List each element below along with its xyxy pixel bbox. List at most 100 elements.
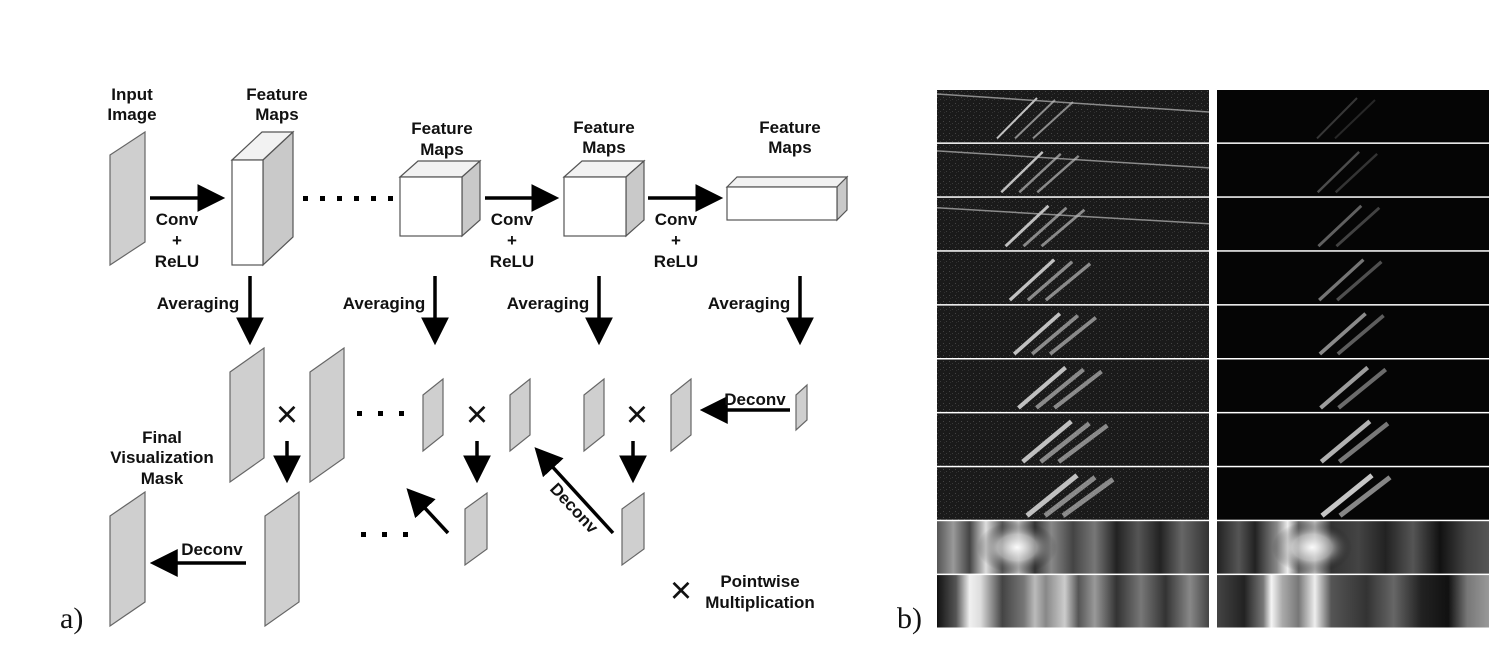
panel-b-streak	[1336, 314, 1385, 356]
panel-b-cell	[1217, 251, 1489, 305]
panel-b-streak	[1061, 477, 1115, 518]
panel-b-streak	[1022, 206, 1068, 248]
feature-maps-block-4	[725, 175, 849, 222]
feature-maps-label-4: Feature Maps	[759, 118, 820, 157]
panel-b-cell	[937, 521, 1209, 574]
feature-maps-2-line-1: Feature	[411, 119, 472, 138]
diagonal-arrow-left	[406, 488, 450, 535]
averaged-map-1	[229, 346, 265, 484]
panel-b-cell	[937, 251, 1209, 305]
product-map-1	[264, 490, 300, 628]
deconv-label-bottom: Deconv	[181, 540, 243, 559]
panel-b-streak	[1337, 421, 1390, 464]
panel-b-cell	[1217, 197, 1489, 251]
product-map-small-3	[621, 491, 645, 567]
input-image-slab	[109, 130, 146, 267]
product-map-small-2	[464, 491, 488, 567]
panel-b-cell-image	[1217, 413, 1489, 466]
panel-b-streak	[1316, 97, 1358, 140]
panel-b-cell	[1217, 305, 1489, 358]
panel-b-cell-image	[1217, 305, 1489, 358]
panel-b-streak	[1318, 312, 1367, 356]
panel-b-cell	[1217, 90, 1489, 143]
panel-b-streak	[1017, 365, 1067, 410]
product-map-2	[509, 377, 531, 453]
panel-b-cell-image	[1217, 143, 1489, 197]
panel-b-streak	[1318, 258, 1365, 302]
panel-b-cell-image	[1217, 359, 1489, 412]
panel-b-cell-image	[937, 413, 1209, 466]
panel-b-cell-image	[1217, 575, 1489, 628]
final-visualization-mask	[109, 490, 146, 628]
panel-b-streak	[1032, 101, 1074, 140]
panel-b-cell-image	[1217, 521, 1489, 574]
averaging-label-4: Averaging	[708, 294, 791, 313]
panel-b-cell	[1217, 143, 1489, 197]
panel-b-blob	[977, 521, 1057, 574]
panel-b-streak	[1012, 312, 1062, 356]
bottom-ellipsis	[361, 532, 408, 537]
feature-maps-4-line-1: Feature	[759, 118, 820, 137]
panel-b-streak	[1018, 153, 1062, 194]
panel-b-cell	[1217, 413, 1489, 466]
conv-relu-label-3: Conv + ReLU	[654, 210, 698, 271]
panel-b-cell	[937, 413, 1209, 466]
final-mask-line-3: Mask	[141, 469, 184, 488]
panel-b-cell	[1217, 359, 1489, 412]
feature-maps-block-3	[562, 159, 646, 238]
panel-b-cell	[937, 359, 1209, 412]
panel-b-cell-image	[937, 359, 1209, 412]
panel-b-edge	[936, 93, 1210, 113]
panel-b-cell	[937, 467, 1209, 520]
averaged-map-4	[795, 383, 808, 432]
feature-maps-1-line-2: Maps	[255, 105, 298, 124]
panel-b-streak	[1021, 419, 1073, 464]
multiply-icon-1: ×	[276, 394, 298, 436]
panel-b-cell-image	[937, 575, 1209, 628]
legend-multiply-icon: ×	[670, 570, 692, 612]
deconv-label-right: Deconv	[724, 390, 786, 409]
panel-b-streak	[1319, 419, 1372, 464]
panel-b-streak	[1057, 423, 1109, 464]
final-mask-line-1: Final	[142, 428, 182, 447]
panel-a-label: a)	[60, 602, 83, 635]
panel-b-label: b)	[897, 602, 922, 635]
panel-b-streak	[1335, 206, 1381, 248]
panel-b-streak	[1334, 153, 1378, 194]
panel-b-streak	[1026, 260, 1074, 302]
panel-b-cell-image	[937, 305, 1209, 358]
final-mask-line-2: Visualization	[110, 448, 214, 467]
panel-b-streak	[1337, 367, 1388, 410]
panel-b-cell	[1217, 575, 1489, 628]
upsampled-map-3	[670, 377, 692, 453]
panel-b-streak	[1030, 314, 1080, 356]
feature-maps-label-2: Feature Maps	[411, 119, 472, 159]
conv-relu-1-line-1: Conv	[156, 210, 199, 229]
feature-maps-3-line-2: Maps	[582, 138, 625, 157]
conv-relu-3-line-2: +	[671, 231, 681, 250]
panel-b-blob	[1272, 521, 1352, 574]
panel-b-cell	[936, 90, 1210, 143]
panel-b-edge	[936, 207, 1210, 225]
panel-b-streak	[1048, 316, 1098, 356]
conv-relu-label-2: Conv + ReLU	[490, 210, 534, 271]
conv-relu-1-line-2: +	[172, 231, 182, 250]
panel-b-cell-image	[1217, 251, 1489, 305]
panel-b-cell	[937, 575, 1209, 628]
panel-b-streak	[996, 97, 1038, 140]
final-mask-label: Final Visualization Mask	[110, 428, 214, 488]
legend-label-line-1: Pointwise	[720, 572, 799, 591]
legend: × Pointwise Multiplication	[670, 570, 815, 612]
feature-maps-1-line-1: Feature	[246, 85, 307, 104]
panel-b-streak	[1320, 473, 1374, 518]
panel-b-cell-image	[937, 90, 1209, 143]
panel-b-streak	[1316, 151, 1360, 194]
panel-b-streak	[1008, 258, 1056, 302]
middle-ellipsis	[357, 411, 404, 416]
averaged-map-2	[422, 377, 444, 453]
panel-b-cell	[1217, 467, 1489, 520]
panel-b-streak	[1336, 260, 1383, 302]
conv-relu-3-line-3: ReLU	[654, 252, 698, 271]
panel-b: b)	[897, 90, 1489, 635]
